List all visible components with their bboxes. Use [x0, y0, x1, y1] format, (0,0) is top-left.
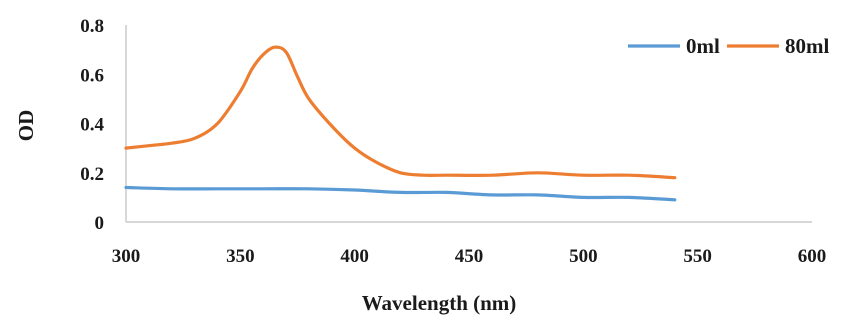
legend: 0ml 80ml: [628, 34, 829, 58]
y-axis-title: OD: [14, 110, 38, 142]
series-line-80ml: [124, 45, 677, 180]
y-tick-label: 0.2: [80, 164, 104, 185]
y-tick-label: 0.8: [80, 16, 104, 37]
x-tick-label: 550: [683, 246, 712, 267]
y-tick-label: 0.6: [80, 65, 104, 86]
x-tick-label: 400: [340, 246, 369, 267]
x-tick-label: 600: [798, 246, 827, 267]
y-tick-label: 0: [95, 213, 105, 234]
x-axis-title: Wavelength (nm): [362, 291, 517, 315]
plot-area: [124, 45, 677, 202]
axes: [125, 25, 812, 223]
series-line-0ml: [124, 185, 677, 202]
legend-label-80ml: 80ml: [785, 34, 829, 58]
tick-labels: 300 350 400 450 500 550 600 0 0.2 0.4 0.6 0.8: [80, 16, 826, 267]
legend-label-0ml: 0ml: [686, 34, 720, 58]
x-tick-label: 350: [226, 246, 255, 267]
x-tick-label: 450: [455, 246, 484, 267]
y-tick-label: 0.4: [80, 115, 104, 136]
x-tick-label: 300: [112, 246, 141, 267]
x-tick-label: 500: [569, 246, 598, 267]
